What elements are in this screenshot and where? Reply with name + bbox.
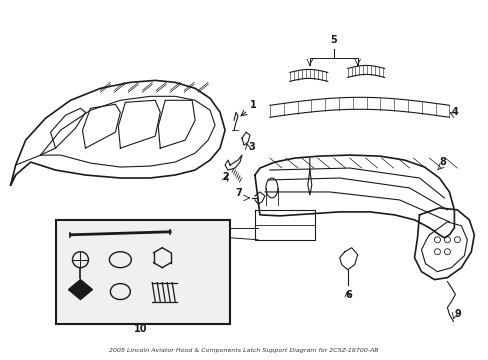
Text: 5: 5 bbox=[329, 35, 336, 45]
Text: 1: 1 bbox=[249, 100, 256, 110]
Bar bbox=[56, 220, 229, 324]
Text: 10: 10 bbox=[133, 324, 147, 334]
Text: 7: 7 bbox=[235, 188, 241, 198]
Text: 9: 9 bbox=[453, 310, 460, 319]
Text: 8: 8 bbox=[439, 157, 446, 167]
Text: 3: 3 bbox=[247, 142, 254, 152]
Text: 2: 2 bbox=[222, 172, 228, 182]
Polygon shape bbox=[68, 280, 92, 300]
Text: 4: 4 bbox=[450, 107, 457, 117]
Text: 6: 6 bbox=[345, 289, 352, 300]
Text: 2005 Lincoln Aviator Hood & Components Latch Support Diagram for 2C5Z-16700-AB: 2005 Lincoln Aviator Hood & Components L… bbox=[109, 348, 378, 353]
